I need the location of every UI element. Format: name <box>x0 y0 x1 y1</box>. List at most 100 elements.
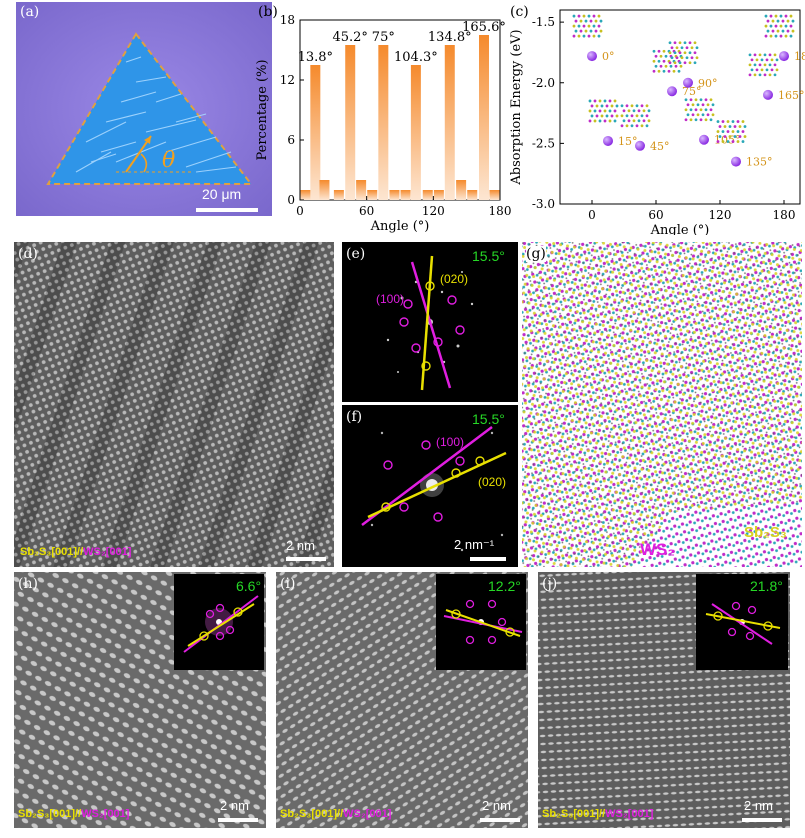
saed-pattern-f <box>361 426 507 552</box>
scale-label-h: 2 nm <box>220 798 249 813</box>
cluster-4 <box>668 41 699 65</box>
bar-1 <box>310 65 321 200</box>
plot-frame-c <box>559 9 801 205</box>
bar-10 <box>410 65 421 200</box>
orientation-d: Sb₂S₃[001]//WS₂[001] <box>20 546 132 558</box>
panel-label-j: (j) <box>542 576 558 592</box>
bar-16 <box>479 35 489 200</box>
cluster-6 <box>716 120 747 143</box>
panel-d-hrtem: (d) Sb₂S₃[001]//WS₂[001] 2 nm <box>14 242 334 567</box>
point-7 <box>763 89 773 100</box>
ytick-label-b-3: 18 <box>280 13 295 27</box>
xtick-label-b-2: 120 <box>422 204 445 218</box>
needle-5 <box>75 151 112 173</box>
bar-17 <box>489 190 500 200</box>
plot-frame-b <box>299 19 501 201</box>
needle-14 <box>195 166 237 173</box>
point-label-7: 165° <box>778 89 805 102</box>
ylabel-b: Percentage (%) <box>255 59 270 160</box>
panel-i-hrtem: (i) 12.2° Sb₂S₃[001]//WS₂[001] 2 nm <box>276 572 528 828</box>
needle-10 <box>100 141 137 153</box>
ytick-label-c-0: -1.5 <box>532 15 555 29</box>
panel-a-optical-image: (a) θ 20 μm <box>16 2 272 216</box>
cluster-1 <box>588 99 619 123</box>
point-label-6: 135° <box>746 156 773 169</box>
fft-inset-h <box>174 574 264 670</box>
xtick-label-b-3: 180 <box>489 204 512 218</box>
label-ws2: WS₂ <box>640 540 675 559</box>
bar-label-16: 165.6° <box>462 20 506 35</box>
energy-chart: 0°15°45°75°90°105°135°165°180°060120180-… <box>509 9 805 235</box>
cluster-7 <box>748 53 779 77</box>
ytick-label-c-1: -2.0 <box>532 76 555 90</box>
label-sb2s3: Sb₂S₃ <box>744 524 787 541</box>
point-4 <box>683 77 693 88</box>
bar-8 <box>389 190 400 200</box>
point-0 <box>587 51 597 62</box>
spot-label-100-e: (100) <box>376 292 405 306</box>
needle-6 <box>165 136 217 153</box>
point-6 <box>731 156 741 167</box>
bar-15 <box>467 190 478 200</box>
xlabel-c: Angle (°) <box>650 223 710 235</box>
needle-13 <box>90 153 117 163</box>
ytick-label-c-3: -3.0 <box>532 197 555 211</box>
triangle-flake <box>16 2 272 216</box>
theta-symbol: θ <box>162 148 176 173</box>
angle-label-e: 15.5° <box>472 248 505 264</box>
bar-label-10: 104.3° <box>394 50 438 65</box>
scale-label-f: 2 nm⁻¹ <box>454 537 495 552</box>
xtick-label-c-2: 120 <box>709 208 732 222</box>
panel-c-energy: (c) 0°15°45°75°90°105°135°165°180°060120… <box>504 0 805 235</box>
angle-label-j: 21.8° <box>750 578 783 594</box>
bar-label-1: 13.8° <box>298 50 333 65</box>
cluster-2 <box>620 104 651 128</box>
bar-7 <box>378 45 389 200</box>
xtick-label-c-0: 0 <box>588 208 596 222</box>
xtick-label-c-3: 180 <box>773 208 796 222</box>
point-2 <box>635 140 645 151</box>
needle-1 <box>105 111 147 123</box>
bar-9 <box>400 190 411 200</box>
bar-5 <box>356 180 367 200</box>
cluster-5 <box>684 98 715 122</box>
fft-inset-j <box>696 574 788 670</box>
needle-4 <box>135 76 167 83</box>
scale-label-a: 20 μm <box>202 186 242 202</box>
panel-label-h: (h) <box>18 576 38 592</box>
needle-9 <box>145 119 197 133</box>
panel-b-histogram: (b) 13.8° 45.2° 75° 104.3° 134.8° 165.6° 0 60 12… <box>248 0 520 235</box>
point-label-4: 90° <box>698 77 718 90</box>
panel-f-saed: (f) 15.5° (100) (020) 2 nm⁻¹ <box>342 405 518 567</box>
panel-j-hrtem: (j) 21.8° Sb₂S₃[001]//WS₂[001] 2 nm <box>538 572 790 828</box>
needle-7 <box>185 151 232 168</box>
cluster-0 <box>572 14 603 38</box>
bar-13 <box>444 45 455 200</box>
panel-label-e: (e) <box>346 246 366 262</box>
ytick-label-b-0: 0 <box>287 193 295 207</box>
fft-pattern-e <box>386 255 474 391</box>
xtick-label-c-1: 60 <box>648 208 663 222</box>
angle-label-f: 15.5° <box>472 411 505 427</box>
scale-label-j: 2 nm <box>744 798 773 813</box>
bar-label-7: 75° <box>372 30 395 45</box>
panel-label-f: (f) <box>346 409 363 425</box>
scale-bar-i <box>480 818 520 822</box>
point-label-0: 0° <box>602 50 615 63</box>
point-label-8: 180° <box>794 50 805 63</box>
cluster-3 <box>652 49 683 73</box>
cluster-8 <box>764 14 795 38</box>
spot-label-020-e: (020) <box>440 272 469 286</box>
scale-bar-a <box>196 208 258 212</box>
ylabel-c: Absorption Energy (eV) <box>509 29 524 185</box>
orientation-h: Sb₂S₃[001]//WS₂[001] <box>18 808 130 820</box>
fft-inset-i <box>436 574 526 670</box>
needle-3 <box>155 93 182 103</box>
panel-label-i: (i) <box>280 576 296 592</box>
needle-12 <box>125 56 142 63</box>
scale-bar-h <box>218 818 258 822</box>
bar-12 <box>433 190 444 200</box>
moire-atomic-model <box>522 242 802 567</box>
spot-label-100-f: (100) <box>436 435 465 449</box>
orientation-i: Sb₂S₃[001]//WS₂[001] <box>280 808 392 820</box>
